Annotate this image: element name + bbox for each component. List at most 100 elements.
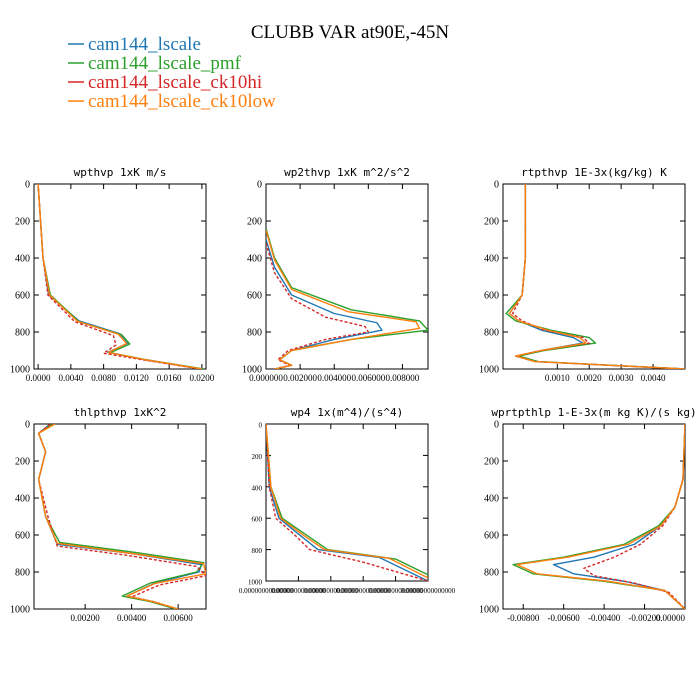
panel-title: wp2thvp 1xK m^2/s^2	[284, 166, 410, 179]
y-tick-label: 1000	[479, 605, 499, 616]
y-tick-label: 1000	[10, 605, 30, 616]
plot-frame	[502, 423, 686, 610]
chart-panel: thlpthvp 1xK^2 0 200 400 600 800 1000 0.00200 0.…	[10, 406, 207, 623]
y-tick-label: 1000	[242, 365, 262, 376]
plot-frame	[265, 423, 429, 582]
series-line	[266, 424, 428, 581]
y-tick-label: 200	[247, 217, 262, 228]
y-tick-label: 0	[494, 180, 499, 191]
x-tick-label: 0.00600	[163, 613, 193, 623]
y-tick-label: 600	[484, 531, 499, 542]
series-group	[505, 184, 685, 369]
y-tick-label: 0	[259, 422, 263, 430]
figure-title: CLUBB VAR at90E,-45N	[251, 22, 450, 43]
y-tick-label: 800	[15, 328, 30, 339]
series-line	[552, 424, 685, 609]
y-tick-label: 400	[247, 254, 262, 265]
chart-panel: rtpthvp 1E-3x(kg/kg) K 0 200 400 600 800 1000 0…	[479, 166, 686, 383]
y-tick-label: 400	[15, 494, 30, 505]
y-tick-label: 800	[15, 568, 30, 579]
x-tick-label: 0.000000	[249, 373, 283, 383]
chart-panel: wp4 1x(m^4)/(s^4)020040060080010000.0000…	[239, 406, 456, 595]
y-tick-label: 400	[252, 484, 263, 492]
y-tick-label: 800	[484, 568, 499, 579]
y-tick-label: 400	[15, 254, 30, 265]
series-line	[266, 228, 428, 369]
x-tick-label: 0.0040	[58, 373, 83, 383]
x-tick-label: -0.00800	[507, 613, 540, 623]
legend-label: cam144_lscale_ck10low	[88, 91, 276, 112]
series-group	[266, 424, 428, 581]
series-line	[583, 424, 685, 609]
series-line	[266, 230, 421, 369]
legend-item: cam144_lscale	[68, 34, 201, 55]
series-line	[37, 424, 206, 609]
x-tick-label: 0.00000000000000	[304, 587, 359, 595]
x-tick-label: 0.00400	[117, 613, 147, 623]
series-line	[511, 184, 685, 369]
series-line	[37, 184, 203, 369]
plot-frame	[502, 183, 686, 370]
x-tick-label: 0.00200	[71, 613, 101, 623]
x-tick-label: 0.0000	[26, 373, 51, 383]
y-tick-label: 400	[484, 494, 499, 505]
x-tick-label: 0.00000000000000	[401, 587, 456, 595]
x-tick-label: 0.00000	[656, 613, 686, 623]
series-group	[512, 424, 685, 609]
legend-label: cam144_lscale	[88, 34, 201, 55]
y-tick-label: 1000	[10, 365, 30, 376]
panel-title: thlpthvp 1xK^2	[74, 406, 167, 419]
x-tick-label: 0.00000000000000	[239, 587, 294, 595]
series-line	[508, 184, 685, 369]
legend: cam144_lscalecam144_lscale_pmfcam144_lsc…	[68, 34, 276, 112]
x-tick-label: 0.00000000000000	[336, 587, 391, 595]
y-tick-label: 600	[484, 291, 499, 302]
y-tick-label: 0	[494, 420, 499, 431]
y-tick-label: 200	[484, 457, 499, 468]
legend-label: cam144_lscale_ck10hi	[88, 72, 262, 93]
series-line	[37, 424, 205, 609]
y-tick-label: 200	[484, 217, 499, 228]
plot-frame	[33, 183, 207, 370]
y-tick-label: 1000	[248, 579, 263, 587]
y-tick-label: 1000	[479, 365, 499, 376]
panel-title: wpthvp 1xK m/s	[74, 166, 167, 179]
legend-item: cam144_lscale_pmf	[68, 53, 242, 74]
y-tick-label: 200	[15, 217, 30, 228]
series-line	[37, 424, 206, 609]
plot-frame	[265, 183, 429, 370]
legend-item: cam144_lscale_ck10low	[68, 91, 276, 112]
y-tick-label: 600	[15, 291, 30, 302]
panel-title: rtpthvp 1E-3x(kg/kg) K	[521, 166, 667, 179]
legend-item: cam144_lscale_ck10hi	[68, 72, 262, 93]
y-tick-label: 800	[247, 328, 262, 339]
series-line	[516, 424, 685, 609]
series-line	[266, 239, 383, 369]
y-tick-label: 200	[15, 457, 30, 468]
x-tick-label: -0.00400	[588, 613, 621, 623]
series-line	[266, 424, 428, 581]
series-line	[37, 184, 204, 369]
series-group	[266, 228, 428, 369]
x-tick-label: 0.002000	[283, 373, 317, 383]
x-tick-label: 0.004000	[317, 373, 351, 383]
y-tick-label: 0	[257, 180, 262, 191]
y-tick-label: 800	[252, 547, 263, 555]
series-line	[266, 243, 370, 369]
series-line	[37, 184, 201, 369]
x-tick-label: 0.0020	[577, 373, 602, 383]
y-tick-label: 0	[25, 180, 30, 191]
x-tick-label: 0.00000000000000	[368, 587, 423, 595]
y-tick-label: 400	[484, 254, 499, 265]
y-tick-label: 0	[25, 420, 30, 431]
chart-panel: wprtpthlp 1-E-3x(m kg K)/(s kg)0 200 400 60…	[479, 406, 697, 623]
y-tick-label: 800	[484, 328, 499, 339]
plot-frame	[33, 423, 207, 610]
x-tick-label: 0.0120	[124, 373, 149, 383]
x-tick-label: -0.00600	[548, 613, 581, 623]
y-tick-label: 600	[247, 291, 262, 302]
x-tick-label: 0.0040	[641, 373, 666, 383]
